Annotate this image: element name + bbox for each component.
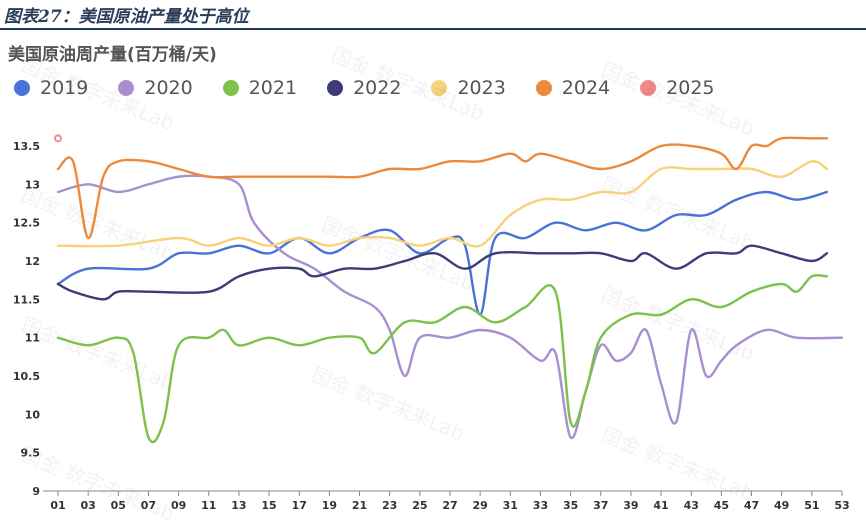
legend-marker: [222, 80, 239, 96]
legend-item-2022[interactable]: 2022: [327, 77, 401, 99]
x-axis: 01 03 05 07 09 11 13 15 17 19 21 23 25 27 29 31 33 35 37 39…: [43, 490, 850, 512]
watermark-text: 国金 数字未来Lab: [598, 57, 758, 140]
watermark-text: 国金 数字未来Lab: [18, 312, 178, 395]
legend-item-2021[interactable]: 2021: [222, 77, 298, 99]
figure-title: 图表27：美国原油产量处于高位: [4, 7, 249, 27]
x-tick-label: 31: [503, 499, 518, 512]
watermark-text: 国金 数字未来Lab: [18, 52, 178, 135]
y-tick-label: 13.5: [13, 140, 40, 153]
x-tick-label: 23: [382, 499, 397, 512]
series-2022-line: [56, 244, 829, 301]
x-tick-label: 53: [834, 499, 849, 512]
x-tick-label: 49: [774, 499, 789, 512]
x-tick-label: 03: [80, 499, 95, 512]
y-tick-label: 9: [32, 485, 40, 498]
y-axis: 9 9.5 10 10.5 11 11.5 12 12.5 13 13.5: [13, 140, 40, 498]
legend-label: 2020: [144, 77, 193, 99]
legend-marker: [640, 80, 657, 96]
legend-marker: [327, 80, 344, 96]
x-tick-label: 41: [653, 499, 668, 512]
watermark-text: 国金 数字未来Lab: [308, 362, 468, 445]
series-2020-line: [56, 174, 844, 440]
series-lines: [54, 134, 844, 444]
legend-label: 2023: [457, 77, 506, 99]
x-tick-label: 07: [141, 499, 156, 512]
series-2019-line: [56, 190, 829, 316]
legend-label: 2019: [40, 77, 89, 99]
x-tick-label: 39: [623, 499, 638, 512]
x-tick-label: 47: [744, 499, 759, 512]
x-tick-label: 25: [412, 499, 427, 512]
series-2025-point: [54, 134, 62, 143]
x-tick-label: 33: [533, 499, 548, 512]
legend-label: 2022: [353, 77, 402, 99]
legend-label: 2025: [666, 77, 715, 99]
legend-item-2024[interactable]: 2024: [535, 77, 611, 99]
watermark-text: 国金 数字未来Lab: [328, 42, 488, 125]
watermark-text: 国金 数字未来Lab: [598, 282, 758, 365]
legend-marker: [118, 80, 135, 96]
legend-marker: [535, 80, 552, 96]
y-tick-label: 10: [25, 408, 41, 421]
x-tick-label: 21: [352, 499, 367, 512]
legend-item-2023[interactable]: 2023: [431, 77, 506, 99]
y-tick-label: 9.5: [21, 447, 41, 460]
legend-marker: [431, 80, 448, 96]
y-tick-label: 11: [25, 332, 40, 345]
x-tick-label: 19: [322, 499, 337, 512]
x-tick-label: 13: [231, 499, 246, 512]
chart-title: 美国原油周产量(百万桶/天): [8, 45, 217, 65]
watermarks: 国金 数字未来Lab 国金 数字未来Lab 国金 数字未来Lab 国金 数字未来Lab…: [18, 42, 758, 522]
legend-item-2020[interactable]: 2020: [118, 77, 193, 99]
legend-item-2025[interactable]: 2025: [640, 77, 715, 99]
y-tick-label: 10.5: [13, 370, 40, 383]
x-tick-label: 37: [593, 499, 608, 512]
y-tick-label: 12: [25, 255, 40, 268]
y-tick-label: 13: [25, 178, 40, 191]
legend-label: 2021: [248, 77, 298, 99]
x-tick-label: 11: [201, 499, 216, 512]
x-tick-label: 09: [171, 499, 186, 512]
x-tick-label: 05: [111, 499, 126, 512]
x-tick-label: 35: [563, 499, 578, 512]
legend-label: 2024: [561, 77, 611, 99]
x-tick-label: 29: [472, 499, 487, 512]
figure-header: 图表27：美国原油产量处于高位: [0, 0, 866, 30]
x-tick-label: 43: [684, 499, 699, 512]
x-tick-label: 45: [714, 499, 729, 512]
watermark-text: 国金 数字未来Lab: [318, 212, 478, 295]
series-2021-line: [56, 274, 829, 444]
y-tick-label: 12.5: [13, 217, 40, 230]
watermark-text: 国金 数字未来Lab: [598, 422, 758, 505]
x-tick-label: 51: [804, 499, 819, 512]
series-2023-line: [56, 160, 829, 248]
series-2024-line: [56, 136, 829, 240]
y-tick-label: 11.5: [13, 293, 40, 306]
x-tick-label: 17: [292, 499, 307, 512]
legend-item-2019[interactable]: 2019: [14, 77, 88, 99]
x-tick-label: 15: [261, 499, 276, 512]
legend-marker: [14, 80, 30, 96]
x-tick-label: 27: [442, 499, 457, 512]
chart-legend: 2019 2020 2021 2022 2023 2024 2025: [14, 75, 745, 101]
x-tick-label: 01: [50, 499, 65, 512]
